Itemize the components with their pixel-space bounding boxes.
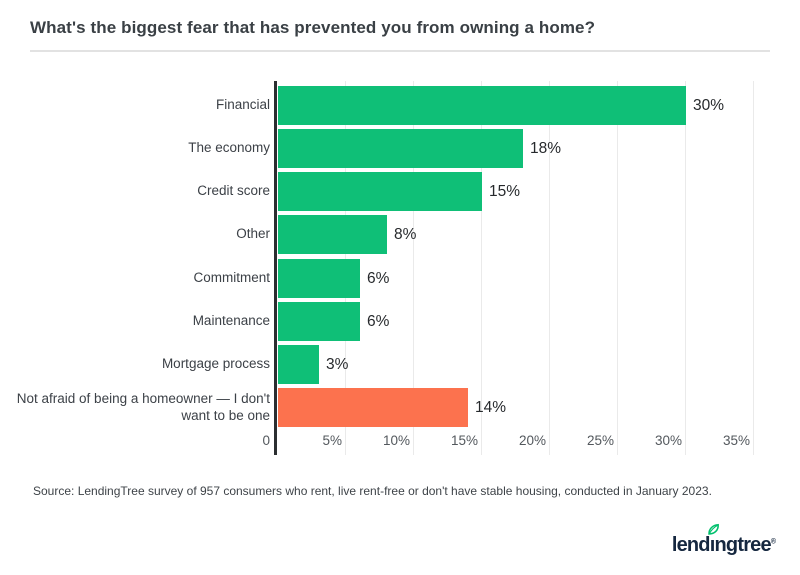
- value-label: 6%: [367, 312, 390, 330]
- source-note: Source: LendingTree survey of 957 consum…: [33, 484, 712, 498]
- category-label: Credit score: [197, 183, 270, 199]
- lendingtree-logo: lendı ngtree®: [671, 523, 776, 557]
- x-tick-label: 30%: [654, 433, 682, 448]
- bar: [278, 86, 686, 125]
- gridline: [753, 81, 754, 455]
- category-label: Mortgage process: [161, 356, 270, 372]
- value-label: 6%: [367, 269, 390, 287]
- gridline: [685, 81, 686, 455]
- x-tick-label: 15%: [450, 433, 478, 448]
- logo-text-pre: lend: [671, 534, 711, 556]
- x-tick-label: 35%: [722, 433, 750, 448]
- value-label: 14%: [475, 398, 507, 416]
- leaf-icon: [707, 523, 719, 535]
- gridline: [413, 81, 414, 455]
- x-tick-label: 20%: [518, 433, 546, 448]
- category-label: Not afraid of being a homeowner — I don'…: [16, 390, 270, 423]
- category-label: Commitment: [193, 270, 270, 286]
- value-label: 15%: [489, 182, 521, 200]
- gridline: [617, 81, 618, 455]
- bar: [278, 345, 319, 384]
- x-tick-label: 10%: [382, 433, 410, 448]
- bar: [278, 302, 360, 341]
- x-tick-label: 5%: [322, 433, 342, 448]
- value-label: 18%: [530, 139, 562, 157]
- category-label: The economy: [188, 140, 270, 156]
- logo-text-i: ı: [709, 534, 716, 556]
- value-label: 3%: [326, 355, 349, 373]
- bar: [278, 215, 387, 254]
- logo-text-post: ngtree: [714, 534, 772, 556]
- category-label: Other: [236, 226, 270, 242]
- value-label: 8%: [394, 225, 417, 243]
- category-label: Financial: [215, 97, 270, 113]
- x-tick-label: 25%: [586, 433, 614, 448]
- gridline: [481, 81, 482, 455]
- bar: [278, 172, 482, 211]
- category-label: Maintenance: [192, 313, 270, 329]
- gridline: [549, 81, 550, 455]
- bar: [278, 129, 523, 168]
- value-label: 30%: [693, 96, 725, 114]
- title-divider: [30, 50, 770, 52]
- bar: [278, 388, 468, 427]
- y-axis-line: [274, 81, 277, 455]
- logo-registered-mark: ®: [770, 538, 776, 546]
- x-tick-label: 0: [262, 433, 270, 448]
- chart-title: What's the biggest fear that has prevent…: [30, 18, 596, 37]
- bar: [278, 259, 360, 298]
